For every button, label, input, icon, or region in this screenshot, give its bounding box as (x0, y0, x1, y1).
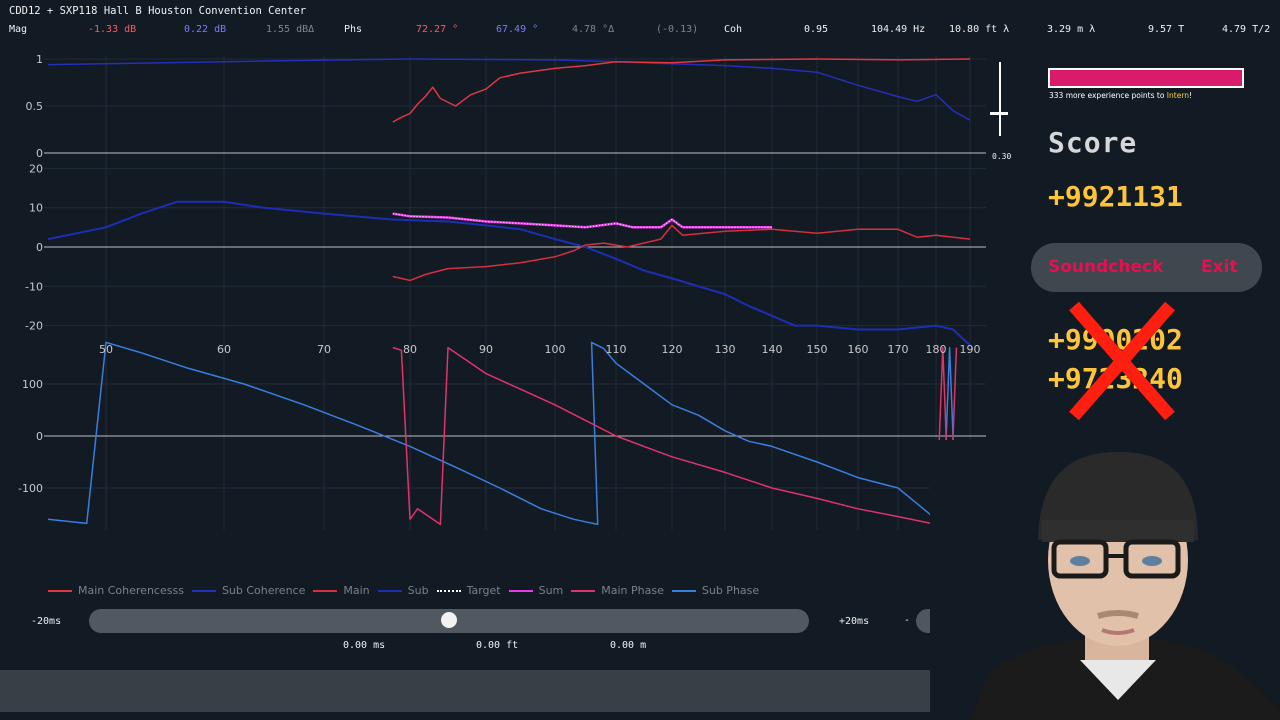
half-period-value: 4.79 T/2 (1222, 24, 1271, 35)
delay-slider-handle[interactable] (441, 612, 457, 628)
legend-label: Sum (538, 584, 564, 597)
freq-tick-label: 180 (926, 343, 947, 356)
magnitude-tick-label: -10 (25, 280, 43, 293)
delay-max-label: +20ms (839, 616, 870, 627)
sub-coherence-trace (47, 58, 971, 121)
main-phase-trace (392, 346, 958, 531)
measurement-plots[interactable]: 50 60 70 80 90 100 110 120 130 140 150 160 170 180 190… (0, 48, 1010, 548)
phase-tick-label: 0 (36, 430, 43, 443)
legend-label: Sub Coherence (221, 584, 306, 597)
delay-ms-value: 0.00 ms (343, 640, 386, 651)
legend-label: Sub Phase (701, 584, 760, 597)
score-value: +9921131 (1048, 180, 1183, 213)
freq-tick-label: 50 (99, 343, 113, 356)
freq-tick-label: 100 (545, 343, 566, 356)
phase-tick-label: 100 (22, 378, 43, 391)
freq-tick-label: 190 (960, 343, 981, 356)
legend-item[interactable]: Sub (377, 584, 429, 597)
freq-tick-label: 160 (848, 343, 869, 356)
coh-value: 0.95 (804, 24, 829, 35)
legend-label: Main Phase (601, 584, 664, 597)
legend-item[interactable]: Main Coherencesss (48, 584, 184, 597)
freq-tick-label: 110 (606, 343, 627, 356)
magnitude-tick-label: 0 (36, 241, 43, 254)
legend-swatch (377, 589, 402, 592)
game-menu (1031, 243, 1262, 292)
phs-label: Phs (344, 24, 363, 35)
freq-tick-label: 60 (217, 343, 231, 356)
legend-label: Main Coherencesss (78, 584, 184, 597)
legend-swatch (191, 589, 216, 592)
coh-label: Coh (724, 24, 743, 35)
legend-item[interactable]: Sub Coherence (191, 584, 306, 597)
delay-m-value: 0.00 m (610, 640, 647, 651)
experience-text: 333 more experience points to Intern! (1049, 91, 1193, 100)
freq-tick-label: 130 (715, 343, 736, 356)
coherence-threshold-value: 0.30 (992, 152, 1012, 161)
mag-delta-value: 1.55 dBΔ (266, 24, 315, 35)
period-value: 9.57 T (1148, 24, 1185, 35)
phs-main-value: 72.27 ° (416, 24, 459, 35)
freq-tick-label: 90 (479, 343, 493, 356)
cross-out-icon (1069, 301, 1175, 421)
sub-magnitude-trace (47, 200, 971, 347)
mag-label: Mag (9, 24, 28, 35)
delay-ft-value: 0.00 ft (476, 640, 519, 651)
coherence-threshold-slider[interactable] (999, 62, 1001, 136)
legend-item[interactable]: Main (313, 584, 370, 597)
target-trace (392, 213, 772, 228)
phase-tick-label: -100 (18, 482, 43, 495)
coherence-tick-label: 0 (36, 147, 43, 160)
webcam-presenter (930, 440, 1280, 720)
frequency-value: 104.49 Hz (871, 24, 926, 35)
freq-tick-label: 80 (403, 343, 417, 356)
freq-tick-label: 170 (888, 343, 909, 356)
legend-item[interactable]: Sum (508, 584, 564, 597)
phs-delta-value: 4.78 °Δ (572, 24, 615, 35)
rank-name: Intern (1166, 91, 1190, 100)
phs-extra-value: (-0.13) (656, 24, 699, 35)
legend-label: Sub (407, 584, 429, 597)
exit-button[interactable]: Exit (1201, 257, 1238, 277)
legend-swatch (571, 589, 596, 592)
legend-swatch (508, 589, 533, 592)
coherence-tick-label: 1 (36, 53, 43, 66)
main-coherence-trace (392, 58, 971, 123)
legend-swatch (436, 589, 461, 592)
legend-item[interactable]: Target (436, 584, 501, 597)
plot-legend: Main Coherencesss Sub Coherence Main Sub Tar… (48, 584, 767, 597)
sum-magnitude-trace (392, 212, 772, 229)
mag-main-value: -1.33 dB (88, 24, 137, 35)
freq-tick-label: 70 (317, 343, 331, 356)
magnitude-tick-label: 10 (29, 202, 43, 215)
magnitude-tick-label: -20 (25, 320, 43, 333)
legend-label: Main (343, 584, 370, 597)
coherence-tick-label: 0.5 (26, 100, 44, 113)
legend-item[interactable]: Main Phase (571, 584, 664, 597)
freq-tick-label: 120 (662, 343, 683, 356)
experience-bar (1048, 68, 1244, 88)
legend-swatch (671, 589, 696, 592)
legend-swatch (313, 589, 338, 592)
score-label: Score (1048, 126, 1138, 159)
delay-min-label: -20ms (31, 616, 62, 627)
wavelength-m-value: 3.29 m λ (1047, 24, 1096, 35)
polarity-minus-label[interactable]: - (904, 615, 911, 626)
legend-item[interactable]: Sub Phase (671, 584, 760, 597)
magnitude-tick-label: 20 (29, 162, 43, 175)
main-magnitude-trace (392, 224, 971, 282)
coherence-threshold-handle[interactable] (990, 112, 1008, 115)
phs-sub-value: 67.49 ° (496, 24, 539, 35)
soundcheck-button[interactable]: Soundcheck (1048, 257, 1164, 277)
wavelength-ft-value: 10.80 ft λ (949, 24, 1010, 35)
freq-tick-label: 150 (807, 343, 828, 356)
mag-sub-value: 0.22 dB (184, 24, 227, 35)
legend-label: Target (466, 584, 501, 597)
window-title: CDD12 + SXP118 Hall B Houston Convention… (9, 5, 307, 17)
freq-tick-label: 140 (762, 343, 783, 356)
legend-swatch (48, 589, 72, 592)
